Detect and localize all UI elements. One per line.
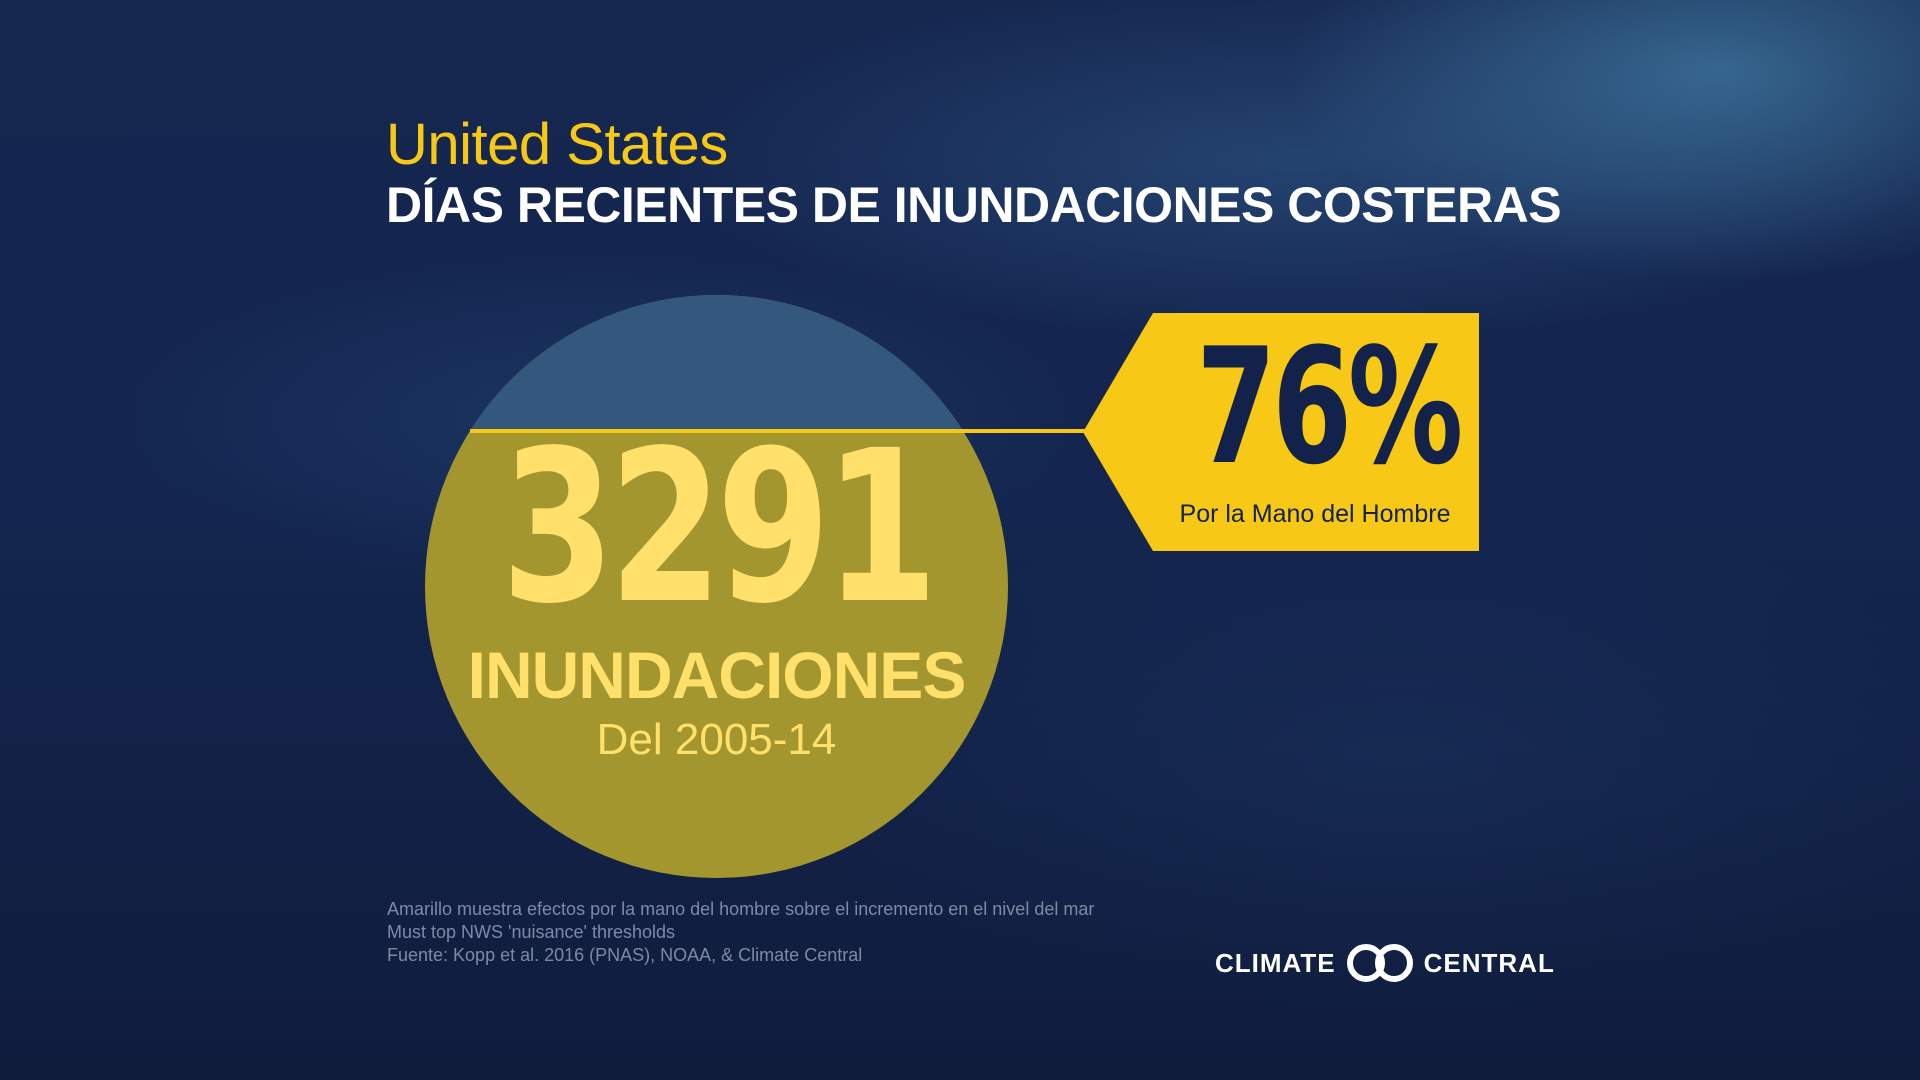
climate-central-rings-icon: [1346, 944, 1413, 982]
brand-word-right: CENTRAL: [1423, 947, 1555, 978]
flood-circle: [425, 295, 1008, 878]
brand-word-left: CLIMATE: [1215, 947, 1336, 978]
natural-portion-segment: [425, 295, 1008, 430]
title-block: United States DÍAS RECIENTES DE INUNDACI…: [386, 112, 1562, 236]
human-share-label: Por la Mano del Hombre: [1179, 500, 1451, 528]
human-share-callout: [1083, 313, 1479, 551]
footnote-line: Fuente: Kopp et al. 2016 (PNAS), NOAA, &…: [387, 945, 863, 965]
flood-count-value: 3291: [501, 405, 938, 650]
page-title: DÍAS RECIENTES DE INUNDACIONES COSTERAS: [386, 177, 1562, 233]
human-share-value: 76%: [1196, 313, 1463, 500]
flood-count-label: INUNDACIONES: [467, 638, 967, 712]
footnote-line: Amarillo muestra efectos por la mano del…: [387, 899, 1095, 919]
footnote-line: Must top NWS 'nuisance' thresholds: [387, 922, 675, 942]
flood-period-label: Del 2005-14: [596, 715, 837, 764]
region-title: United States: [386, 112, 728, 177]
callout-connector-line: [470, 429, 1088, 433]
climate-central-logo: CLIMATE CENTRAL: [1215, 940, 1555, 986]
footnotes: Amarillo muestra efectos por la mano del…: [387, 898, 1094, 967]
